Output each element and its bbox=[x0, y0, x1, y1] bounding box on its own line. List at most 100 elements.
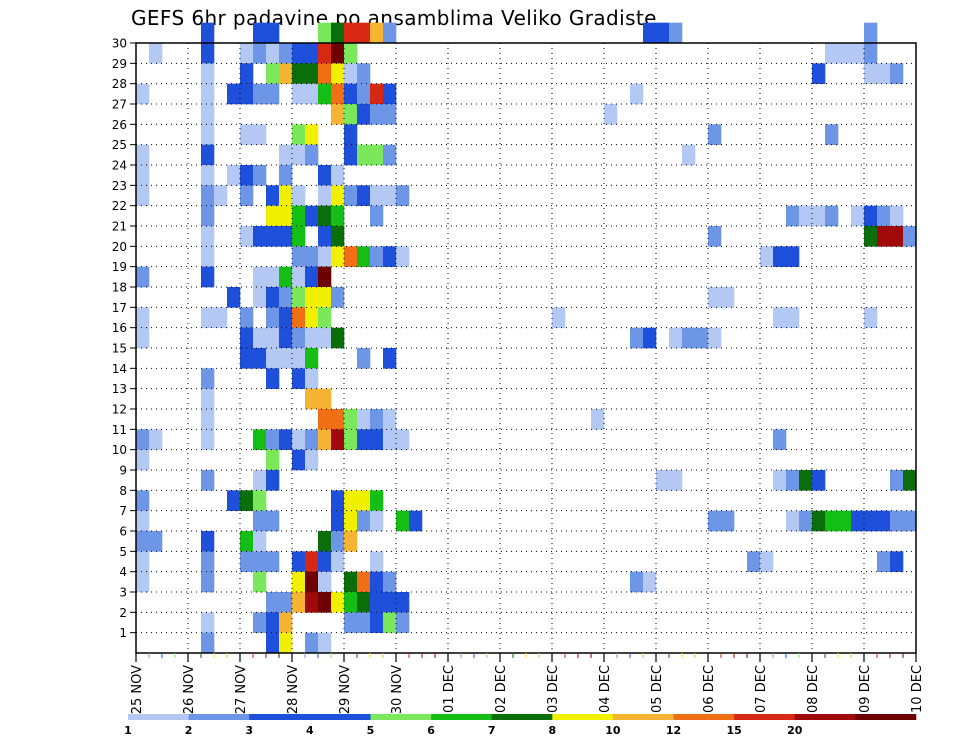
heatmap-cell bbox=[240, 84, 253, 105]
heatmap-cell bbox=[227, 165, 240, 186]
heatmap-cell bbox=[370, 84, 383, 105]
heatmap-cell bbox=[344, 63, 357, 84]
heatmap-cell bbox=[136, 511, 149, 532]
heatmap-cell bbox=[292, 185, 305, 206]
heatmap-cell bbox=[370, 185, 383, 206]
heatmap-cell bbox=[357, 612, 370, 633]
heatmap-cell bbox=[305, 287, 318, 308]
heatmap-cell bbox=[279, 348, 292, 369]
heatmap-cell bbox=[279, 633, 292, 654]
y-tick-label: 20 bbox=[112, 240, 127, 254]
heatmap-cell bbox=[383, 185, 396, 206]
heatmap-cell bbox=[864, 307, 877, 328]
heatmap-cell bbox=[643, 23, 656, 44]
heatmap-cell bbox=[383, 23, 396, 44]
heatmap-cell bbox=[799, 206, 812, 227]
heatmap-cell bbox=[201, 145, 214, 166]
heatmap-cell bbox=[318, 287, 331, 308]
heatmap-cell bbox=[344, 185, 357, 206]
heatmap-cell bbox=[318, 206, 331, 227]
heatmap-cell bbox=[331, 43, 344, 64]
heatmap-cell bbox=[864, 511, 877, 532]
heatmap-cell bbox=[136, 572, 149, 593]
heatmap-cell bbox=[136, 450, 149, 471]
heatmap-cell bbox=[357, 511, 370, 532]
heatmap-cell bbox=[253, 490, 266, 511]
colorbar-label: 15 bbox=[726, 724, 741, 737]
heatmap-cell bbox=[903, 511, 916, 532]
heatmap-cell bbox=[201, 124, 214, 145]
colorbar-label: 12 bbox=[666, 724, 681, 737]
heatmap-cell bbox=[344, 145, 357, 166]
heatmap-cell bbox=[292, 124, 305, 145]
x-tick-label: 07 DEC bbox=[754, 665, 769, 713]
colorbar-label: 5 bbox=[367, 724, 375, 737]
heatmap-cell bbox=[357, 246, 370, 267]
heatmap-cell bbox=[708, 328, 721, 349]
heatmap-cell bbox=[266, 226, 279, 247]
heatmap-cell bbox=[773, 470, 786, 491]
y-tick-label: 9 bbox=[119, 464, 127, 478]
heatmap-cell bbox=[266, 84, 279, 105]
colorbar-swatch bbox=[310, 714, 371, 720]
colorbar-swatch bbox=[552, 714, 613, 720]
heatmap-cell bbox=[331, 165, 344, 186]
heatmap-cell bbox=[253, 267, 266, 288]
colorbar-label: 20 bbox=[787, 724, 803, 737]
heatmap-cell bbox=[318, 328, 331, 349]
heatmap-cell bbox=[279, 43, 292, 64]
heatmap-cell bbox=[240, 165, 253, 186]
heatmap-cell bbox=[253, 429, 266, 450]
heatmap-cell bbox=[370, 490, 383, 511]
heatmap-cell bbox=[136, 267, 149, 288]
heatmap-cell bbox=[240, 490, 253, 511]
x-axis: 25 NOV 26 NOV 27 NOV 28 NOV 29 NOV 30 NOV 01 D… bbox=[130, 653, 925, 714]
colorbar-label: 7 bbox=[488, 724, 496, 737]
heatmap-cell bbox=[812, 470, 825, 491]
heatmap-cell bbox=[292, 63, 305, 84]
y-tick-label: 11 bbox=[112, 423, 127, 437]
heatmap-cell bbox=[786, 511, 799, 532]
heatmap-cell bbox=[786, 470, 799, 491]
x-tick-label: 29 NOV bbox=[338, 665, 353, 714]
heatmap-cell bbox=[331, 23, 344, 44]
heatmap-cell bbox=[253, 23, 266, 44]
y-tick-label: 22 bbox=[112, 199, 127, 213]
heatmap-cell bbox=[383, 429, 396, 450]
y-tick-label: 27 bbox=[112, 98, 127, 112]
heatmap-cell bbox=[344, 531, 357, 552]
y-tick-label: 18 bbox=[112, 281, 127, 295]
heatmap-cell bbox=[890, 206, 903, 227]
heatmap-cell bbox=[266, 511, 279, 532]
heatmap-cell bbox=[331, 226, 344, 247]
heatmap-cell bbox=[864, 226, 877, 247]
heatmap-cell bbox=[344, 429, 357, 450]
colorbar-swatch bbox=[128, 714, 189, 720]
heatmap-cell bbox=[253, 43, 266, 64]
heatmap-cell bbox=[227, 287, 240, 308]
y-tick-label: 21 bbox=[112, 220, 127, 234]
heatmap-cell bbox=[903, 470, 916, 491]
heatmap-cell bbox=[396, 511, 409, 532]
heatmap-cell bbox=[383, 409, 396, 430]
y-tick-label: 6 bbox=[119, 525, 127, 539]
heatmap-cell bbox=[760, 246, 773, 267]
heatmap-cell bbox=[643, 572, 656, 593]
heatmap-cell bbox=[292, 592, 305, 613]
heatmap-cell bbox=[149, 531, 162, 552]
heatmap-cell bbox=[708, 511, 721, 532]
heatmap-cell bbox=[305, 551, 318, 572]
heatmap-cell bbox=[331, 490, 344, 511]
colorbar-label: 8 bbox=[548, 724, 556, 737]
x-tick-label: 09 DEC bbox=[858, 665, 873, 713]
heatmap-cell bbox=[682, 145, 695, 166]
heatmap-cell bbox=[292, 246, 305, 267]
heatmap-cell bbox=[318, 409, 331, 430]
heatmap-cell bbox=[357, 592, 370, 613]
heatmap-cell bbox=[344, 104, 357, 125]
heatmap-cell bbox=[305, 592, 318, 613]
heatmap-cell bbox=[318, 165, 331, 186]
x-tick-label: 27 NOV bbox=[234, 665, 249, 714]
y-axis: 1234567891011121314151617181920212223242… bbox=[112, 37, 136, 641]
heatmap-cell bbox=[253, 572, 266, 593]
